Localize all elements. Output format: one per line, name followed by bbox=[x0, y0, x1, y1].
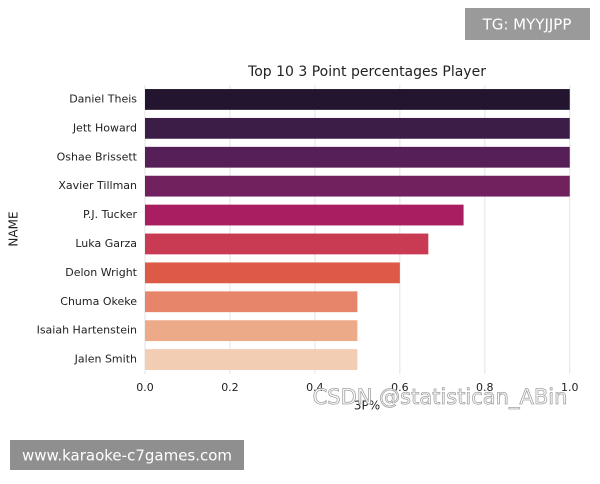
x-tick-label: 0.0 bbox=[136, 381, 154, 394]
bar bbox=[145, 117, 570, 139]
y-tick-label: Delon Wright bbox=[65, 266, 137, 279]
bar bbox=[145, 146, 570, 168]
y-tick-label: Luka Garza bbox=[75, 237, 137, 250]
x-tick-label: 0.8 bbox=[476, 381, 494, 394]
bar bbox=[145, 291, 358, 313]
bar bbox=[145, 320, 358, 342]
y-tick-label: Oshae Brissett bbox=[57, 150, 138, 163]
bar bbox=[145, 349, 358, 370]
y-tick-label: Isaiah Hartenstein bbox=[37, 324, 137, 337]
y-axis-label: NAME bbox=[7, 211, 21, 246]
bar bbox=[145, 175, 570, 197]
watermark: CSDN @statistican_ABin bbox=[313, 385, 568, 410]
bar bbox=[145, 233, 429, 255]
y-tick-label: Jett Howard bbox=[72, 121, 137, 134]
chart-title: Top 10 3 Point percentages Player bbox=[247, 64, 486, 80]
bar bbox=[145, 262, 400, 284]
watermark: www.karaoke-c7games.com bbox=[22, 447, 232, 465]
watermark-box bbox=[10, 440, 244, 470]
bar bbox=[145, 89, 570, 110]
watermark: TG: MYYJJPP bbox=[482, 16, 572, 34]
x-tick-label: 1.0 bbox=[561, 381, 579, 394]
watermark-box bbox=[465, 8, 590, 40]
y-tick-label: Chuma Okeke bbox=[60, 295, 137, 308]
watermarks: TG: MYYJJPP www.karaoke-c7games.com CSDN… bbox=[10, 8, 590, 470]
x-tick-label: 0.6 bbox=[391, 381, 409, 394]
bar bbox=[145, 204, 464, 226]
y-tick-label: Jalen Smith bbox=[74, 353, 137, 366]
x-tick-label: 0.2 bbox=[221, 381, 239, 394]
x-tick-label: 0.4 bbox=[306, 381, 324, 394]
y-tick-label: P.J. Tucker bbox=[83, 208, 137, 221]
x-axis-label: 3P% bbox=[354, 399, 380, 413]
y-tick-label: Xavier Tillman bbox=[58, 179, 137, 192]
y-tick-label: Daniel Theis bbox=[69, 92, 137, 105]
plot-area: 0.0 0.2 0.4 0.6 0.8 1.0 Daniel Theis Jett Howar… bbox=[37, 85, 579, 394]
